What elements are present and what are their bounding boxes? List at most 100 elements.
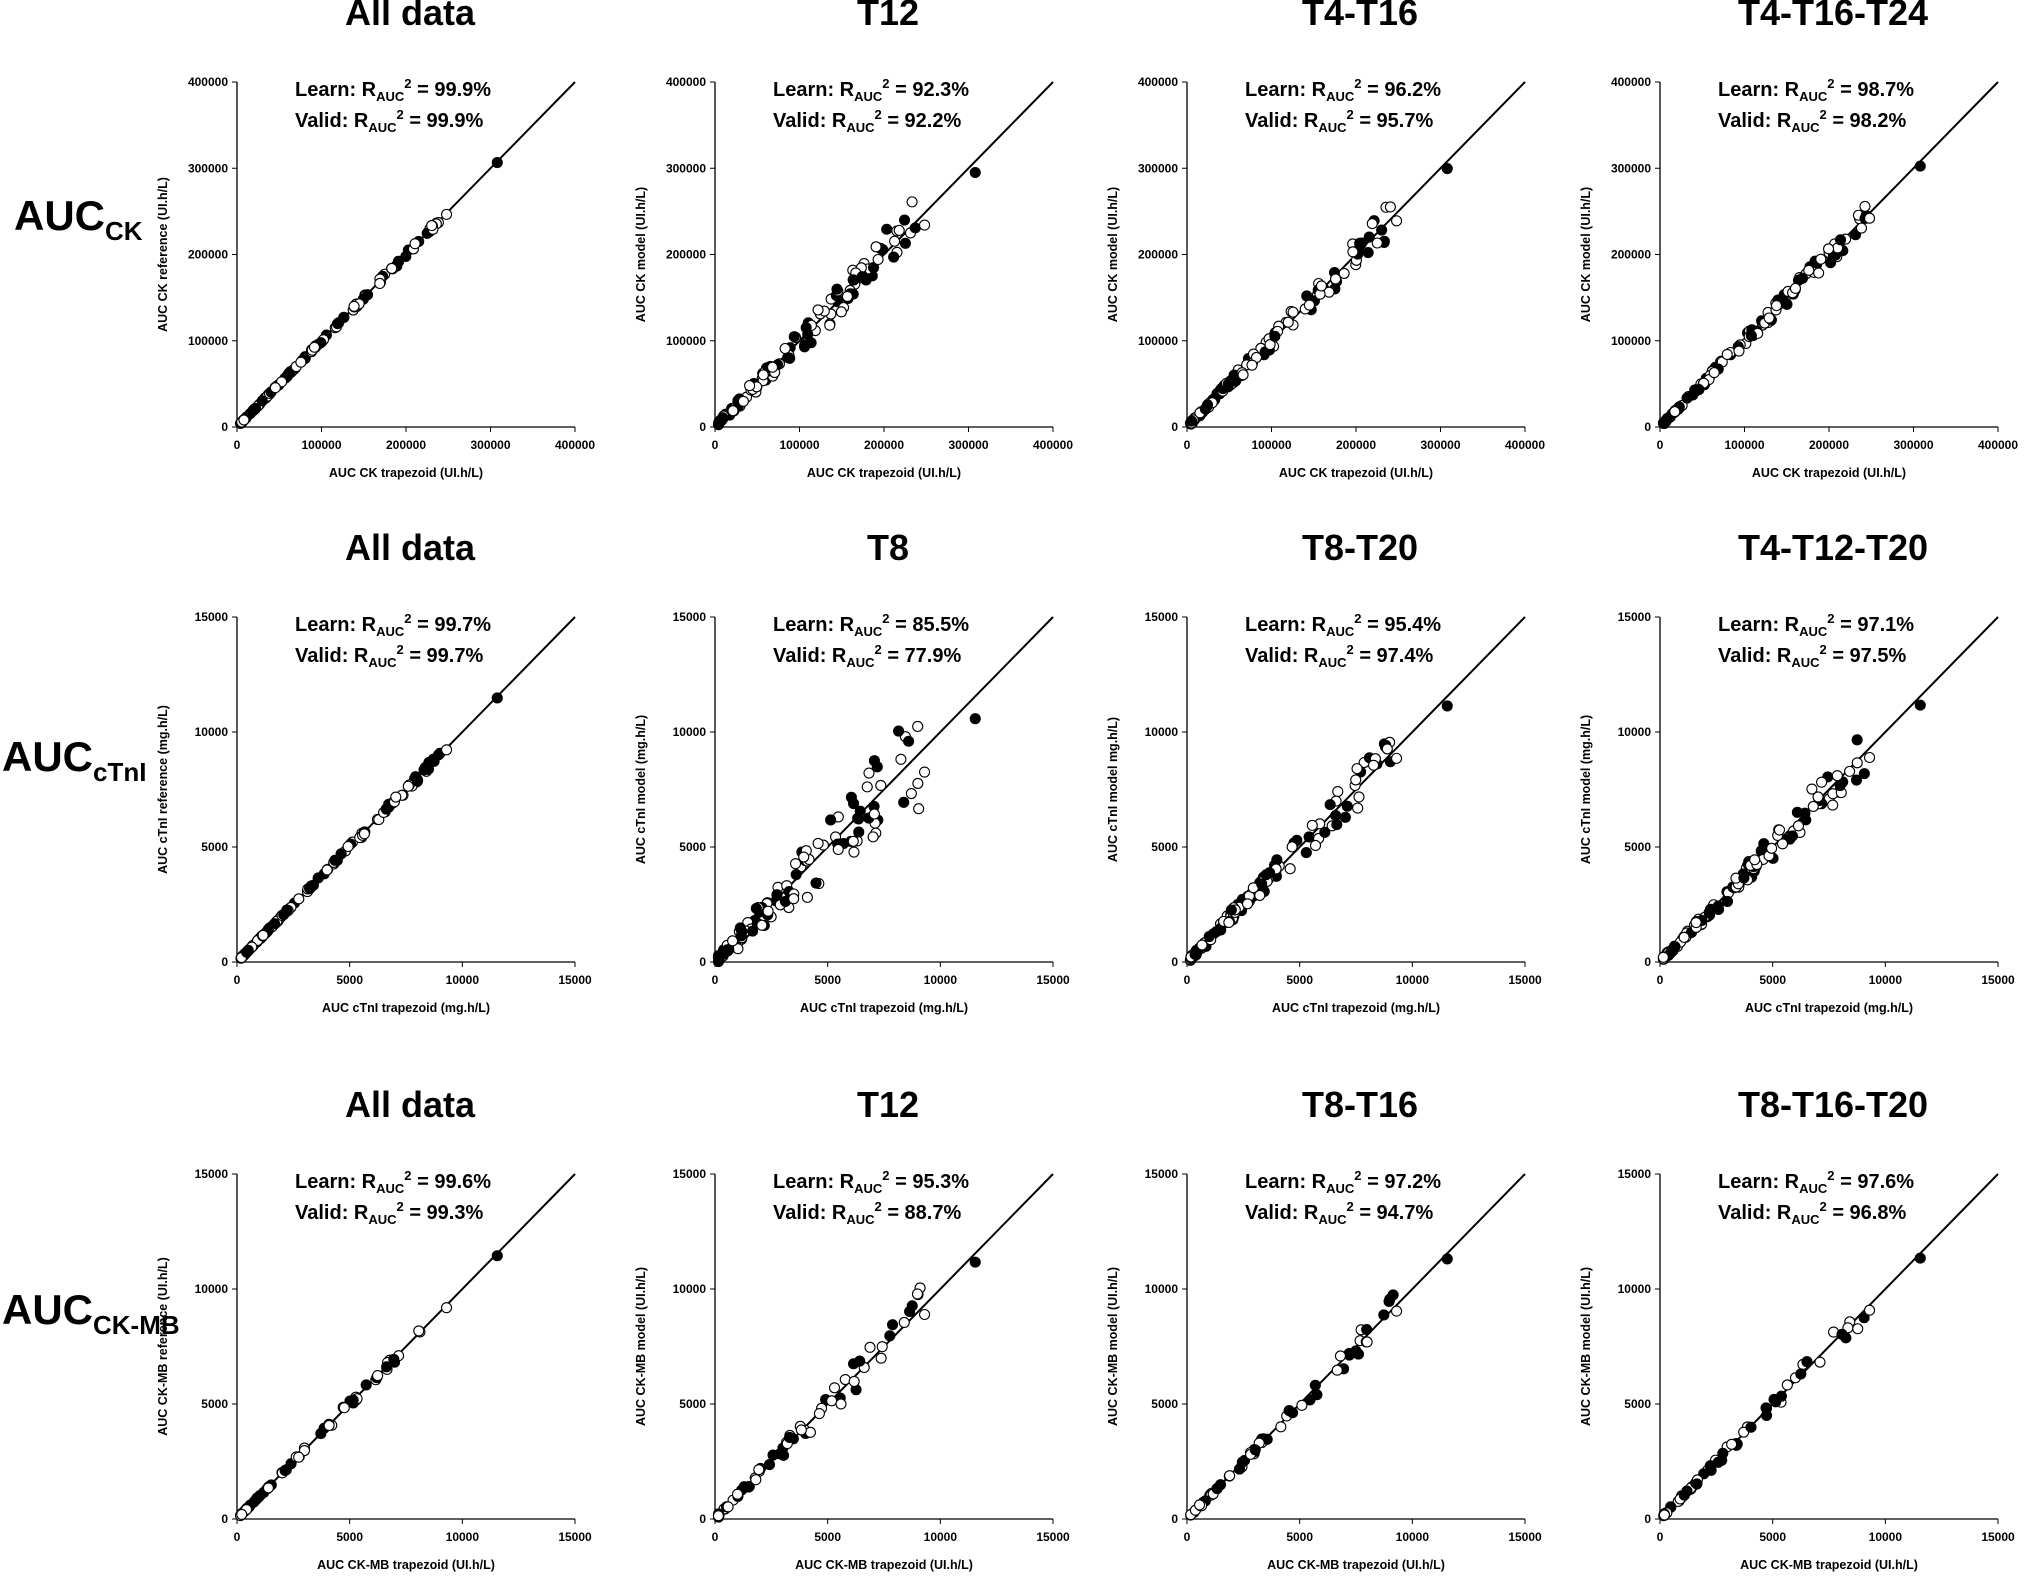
- learn-point: [1858, 1312, 1870, 1324]
- panel-title: T12: [856, 1084, 920, 1125]
- y-tick-label: 10000: [1145, 1282, 1179, 1296]
- valid-point: [731, 1488, 744, 1500]
- learn-point: [1384, 1293, 1396, 1305]
- x-tick-label: 0: [1657, 1530, 1664, 1544]
- learn-point: [1199, 403, 1211, 415]
- x-tick-label: 0: [712, 438, 719, 452]
- learn-point: [1703, 907, 1715, 919]
- valid-point: [1309, 839, 1322, 852]
- valid-annotation: Valid: RAUC2 = 96.8%: [1718, 1199, 1906, 1227]
- valid-point: [390, 791, 402, 803]
- scatter-plot: 00 5000 5000 10000 10000 15000 15000 AUC CK-MB …: [634, 1167, 1070, 1572]
- valid-annotation: Valid: RAUC2 = 99.7%: [295, 642, 483, 670]
- learn-point: [747, 925, 759, 937]
- valid-point: [795, 1424, 807, 1436]
- learn-point: [412, 774, 424, 786]
- valid-point: [1708, 367, 1720, 379]
- panel-title: T8-T16-T20: [1737, 1084, 1929, 1125]
- valid-point: [1816, 776, 1828, 788]
- learn-point: [269, 918, 281, 930]
- valid-point: [753, 1464, 765, 1476]
- learn-point: [784, 1431, 796, 1444]
- y-tick-label: 15000: [1618, 1167, 1652, 1181]
- x-axis-label: AUC CK trapezoid (UI.h/L): [1279, 466, 1433, 480]
- valid-point: [1264, 339, 1276, 351]
- y-tick-label: 10000: [195, 725, 229, 739]
- valid-point: [1366, 218, 1378, 230]
- y-tick-label: 5000: [1151, 1397, 1178, 1411]
- learn-point: [783, 352, 795, 364]
- learn-point: [904, 1305, 916, 1318]
- valid-point: [1851, 757, 1863, 769]
- valid-point: [1381, 743, 1393, 755]
- y-tick-label: 0: [1644, 1512, 1651, 1526]
- y-tick-label: 300000: [188, 161, 228, 175]
- x-tick-label: 10000: [1869, 973, 1903, 987]
- valid-point: [801, 891, 813, 903]
- learn-point: [1269, 330, 1281, 342]
- learn-point: [1738, 872, 1750, 884]
- learn-point: [848, 797, 860, 810]
- valid-point: [847, 835, 859, 847]
- scatter-panel: All data 0 0 5000 5000 10000 10000 15000 15000 AU…: [155, 527, 595, 1035]
- x-tick-label: 5000: [1286, 973, 1313, 987]
- valid-point: [1792, 820, 1804, 832]
- x-tick-label: 200000: [386, 438, 426, 452]
- learn-point: [1775, 1390, 1787, 1402]
- learn-point: [315, 1428, 327, 1440]
- y-tick-label: 400000: [1138, 75, 1178, 89]
- y-tick-label: 0: [1171, 420, 1178, 434]
- x-tick-label: 5000: [1759, 973, 1786, 987]
- valid-point: [1246, 359, 1258, 371]
- valid-point: [750, 1474, 762, 1486]
- learn-point: [1330, 809, 1342, 822]
- learn-annotation: Learn: RAUC2 = 96.2%: [1245, 76, 1441, 104]
- learn-point: [1850, 774, 1863, 786]
- scatter-panel: T8-T20 0 0 5000 5000 10000 10000 15000 15000 AUC …: [1105, 527, 1545, 1035]
- y-tick-label: 0: [1644, 955, 1651, 969]
- learn-annotation: Learn: RAUC2 = 95.4%: [1245, 611, 1441, 639]
- learn-point: [788, 331, 800, 343]
- learn-point: [898, 214, 911, 226]
- valid-point: [875, 1352, 887, 1364]
- learn-point: [1800, 814, 1812, 826]
- valid-annotation: Valid: RAUC2 = 99.3%: [295, 1199, 483, 1227]
- x-tick-label: 10000: [446, 1530, 480, 1544]
- scatter-plot: 00 5000 5000 10000 10000 15000 15000 AUC cTnI t…: [1106, 610, 1542, 1015]
- learn-point: [750, 902, 762, 914]
- learn-point: [716, 413, 728, 425]
- learn-point: [1233, 1463, 1246, 1475]
- y-tick-label: 15000: [1145, 1167, 1179, 1181]
- panel-title: T4-T16: [1301, 0, 1419, 33]
- learn-point: [1283, 1405, 1295, 1417]
- scatter-plot: 00 5000 5000 10000 10000 15000 15000 AUC cTnI t…: [634, 610, 1070, 1015]
- panel-title: All data: [344, 527, 476, 568]
- y-tick-label: 10000: [673, 725, 707, 739]
- valid-point: [1306, 819, 1318, 831]
- learn-point: [898, 796, 910, 808]
- x-tick-label: 100000: [301, 438, 341, 452]
- learn-point: [1712, 900, 1724, 912]
- valid-point: [1864, 1304, 1876, 1316]
- learn-point: [1300, 847, 1312, 859]
- x-tick-label: 400000: [1505, 438, 1545, 452]
- learn-point: [1203, 930, 1215, 943]
- learn-point: [279, 1464, 291, 1477]
- x-tick-label: 10000: [924, 973, 958, 987]
- learn-point: [1189, 948, 1201, 960]
- x-axis-label: AUC CK trapezoid (UI.h/L): [1752, 466, 1906, 480]
- x-tick-label: 200000: [1336, 438, 1376, 452]
- scatter-panel: All data 0 0 100000 100000 200000 200000 300000…: [155, 0, 595, 500]
- panel-title: T4-T16-T24: [1737, 0, 1929, 33]
- panel-title: T8-T20: [1301, 527, 1419, 568]
- learn-point: [881, 223, 893, 235]
- learn-point: [1441, 700, 1453, 712]
- valid-point: [812, 837, 824, 849]
- learn-point: [1834, 779, 1846, 792]
- valid-annotation: Valid: RAUC2 = 95.7%: [1245, 107, 1433, 135]
- valid-point: [1864, 751, 1876, 764]
- valid-point: [1726, 1438, 1738, 1450]
- valid-point: [727, 935, 739, 947]
- valid-point: [864, 1341, 876, 1353]
- valid-point: [798, 851, 810, 863]
